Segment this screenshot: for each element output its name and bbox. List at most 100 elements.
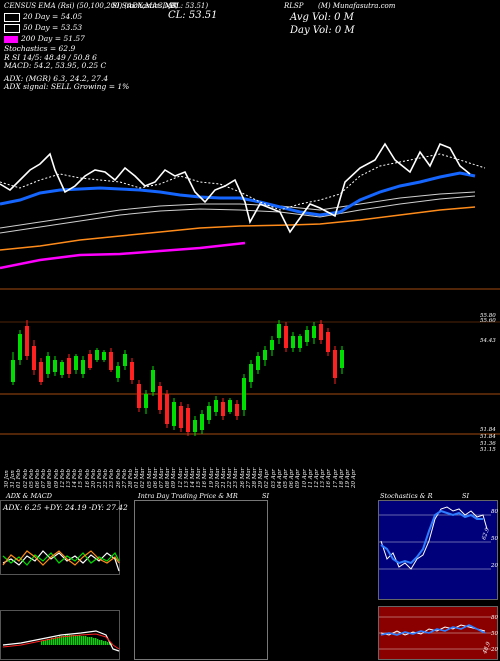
date-label: 13 Mar <box>183 467 190 488</box>
candle-body <box>249 364 253 382</box>
macd-histogram-bar <box>51 638 53 645</box>
stoch-level-80: 80 <box>491 509 498 515</box>
stochastics-panel: 80 50 20 62.9 <box>378 500 498 600</box>
macd-histogram-bar <box>85 636 87 645</box>
macd-histogram-bar <box>69 635 71 645</box>
price-label-4: 51.84 <box>480 427 496 433</box>
stoch-panel-si: SI <box>462 492 470 500</box>
date-label: 26 Mar <box>239 467 246 488</box>
macd-histogram-bar <box>47 639 49 645</box>
intraday-panel <box>134 500 268 660</box>
price-label-3: 54.43 <box>480 338 496 344</box>
candle-body <box>256 356 260 370</box>
macd-histogram-bar <box>61 636 63 645</box>
stochastics-lines <box>379 506 491 570</box>
stoch-text: Stochastics = 62.9 <box>4 44 76 53</box>
stoch-level-20: 20 <box>491 563 498 569</box>
legend-ema200: 200 Day = 51.57 <box>4 33 85 44</box>
adx-signal-text: ADX signal: SELL Growing = 1% <box>4 82 130 92</box>
macd-histogram-bar <box>79 635 81 645</box>
candle-body <box>193 420 197 432</box>
header-ticker: (CL: 53.51) <box>168 2 209 10</box>
ema200-text: 200 Day = 51.57 <box>21 34 85 43</box>
adx-panel-title: ADX & MACD <box>6 492 52 500</box>
candle-body <box>221 402 225 416</box>
indicator-values: Stochastics = 62.9 R SI 14/5: 48.49 / 50… <box>4 44 130 92</box>
date-label: 27 Mar <box>245 467 252 488</box>
macd-histogram-bar <box>59 636 61 645</box>
macd-histogram-bar <box>81 636 83 645</box>
macd-histogram-bar <box>107 642 109 645</box>
candle-body <box>235 404 239 416</box>
candle-body <box>340 350 344 368</box>
candle-body <box>88 354 92 368</box>
date-axis: 30 Jan 31 Jan 01 Feb 02 Feb 05 Feb 06 Feb 07 F… <box>0 468 500 489</box>
macd-histogram-bar <box>95 638 97 645</box>
date-label: 18 Apr <box>338 469 345 488</box>
macd-histogram-bar <box>89 637 91 645</box>
candle-body <box>144 394 148 408</box>
candle-body <box>67 358 71 374</box>
date-label: 09 Feb <box>53 468 60 488</box>
candle-body <box>46 356 50 374</box>
ema20-swatch <box>4 12 20 22</box>
macd-histogram-bar <box>71 635 73 645</box>
date-label: 02 Apr <box>264 469 271 488</box>
candle-body <box>319 324 323 340</box>
rsi-lines <box>379 616 491 650</box>
legend: 20 Day = 54.05 50 Day = 53.53 200 Day = … <box>4 11 85 44</box>
date-label: 15 Feb <box>78 468 85 488</box>
candle-body <box>18 334 22 360</box>
candle-body <box>228 400 232 412</box>
date-label: 03 Apr <box>270 469 277 488</box>
ema-chart <box>0 142 500 290</box>
macd-histogram-bar <box>41 641 43 645</box>
macd-histogram-bar <box>75 635 77 645</box>
candle-body <box>95 350 99 360</box>
date-label: 16 Mar <box>202 467 209 488</box>
macd-histogram-bar <box>101 640 103 645</box>
price-label-2: 55.60 <box>480 318 496 324</box>
adx-lines <box>2 550 120 572</box>
candle-body <box>11 360 15 382</box>
macd-histogram-bar <box>67 635 69 645</box>
macd-histogram-bar <box>99 640 101 645</box>
date-label: 10 Apr <box>301 469 308 488</box>
rsi-level-50: 50 <box>491 631 498 637</box>
ema-grey-lower <box>0 195 476 234</box>
rsi-text: R SI 14/5: 48.49 / 50.8 6 <box>4 52 97 62</box>
ema-dotted-line <box>0 153 486 211</box>
header-top-text: CENSUS EMA (Rsi) (50,100,200) (ADX,MACD,… <box>4 2 179 10</box>
date-label: 09 Apr <box>295 469 302 488</box>
rsi-panel: 80 50 20 48.9 <box>378 606 498 660</box>
ema200-swatch <box>4 35 18 43</box>
macd-panel <box>0 610 120 660</box>
price-label-1: 55.80 <box>480 313 496 319</box>
date-label: 12 Mar <box>177 467 184 488</box>
macd-histogram-bar <box>103 641 105 645</box>
candle-body <box>291 336 295 348</box>
macd-histogram-bar <box>55 637 57 645</box>
adx-panel: ADX: 6.25 +DY: 24.19 -DY: 27.42 <box>0 500 128 575</box>
date-label: 17 Apr <box>332 469 339 488</box>
candle-body <box>137 384 141 408</box>
date-label: 19 Mar <box>208 467 215 488</box>
candle-body <box>270 340 274 350</box>
macd-histogram-bar <box>45 640 47 645</box>
macd-histogram-bar <box>93 638 95 645</box>
date-label: 20 Mar <box>214 467 221 488</box>
date-label: 01 Feb <box>16 468 23 488</box>
date-label: 23 Mar <box>233 467 240 488</box>
candle-body <box>109 352 113 370</box>
candle-body <box>312 326 316 338</box>
date-label: 11 Apr <box>307 469 314 488</box>
macd-histogram-bar <box>73 635 75 645</box>
macd-histogram-bar <box>97 639 99 645</box>
candle-body <box>81 360 85 374</box>
candle-body <box>130 362 134 380</box>
date-label: 04 Apr <box>276 469 283 488</box>
adx-values: ADX: 6.25 +DY: 24.19 -DY: 27.42 <box>3 503 128 512</box>
macd-histogram-bar <box>65 635 67 645</box>
stoch-level-50: 50 <box>491 536 498 542</box>
candle-body <box>151 370 155 392</box>
